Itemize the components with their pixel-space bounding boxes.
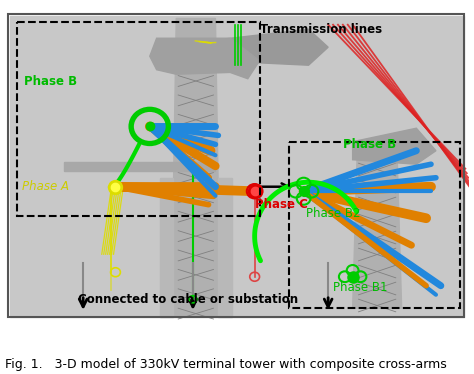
- Text: Phase A: Phase A: [22, 180, 69, 193]
- Text: Connected to cable or substation: Connected to cable or substation: [78, 293, 298, 306]
- Polygon shape: [219, 178, 232, 317]
- Text: Transmission lines: Transmission lines: [260, 23, 382, 36]
- Text: Phase B2: Phase B2: [306, 207, 360, 220]
- Text: Phase B1: Phase B1: [333, 281, 388, 294]
- Polygon shape: [353, 142, 401, 308]
- Text: Fig. 1.   3-D model of 330kV terminal tower with composite cross-arms: Fig. 1. 3-D model of 330kV terminal towe…: [5, 358, 447, 371]
- Bar: [9, 16, 465, 317]
- Polygon shape: [171, 18, 220, 317]
- Text: Phase C: Phase C: [255, 198, 308, 211]
- Polygon shape: [160, 178, 173, 317]
- Bar: [289, 142, 460, 308]
- Text: Phase B: Phase B: [24, 75, 77, 88]
- Polygon shape: [353, 128, 436, 164]
- Polygon shape: [150, 38, 260, 79]
- Bar: [17, 22, 260, 215]
- Polygon shape: [216, 29, 328, 65]
- Text: Phase B: Phase B: [343, 138, 396, 151]
- Polygon shape: [64, 162, 216, 171]
